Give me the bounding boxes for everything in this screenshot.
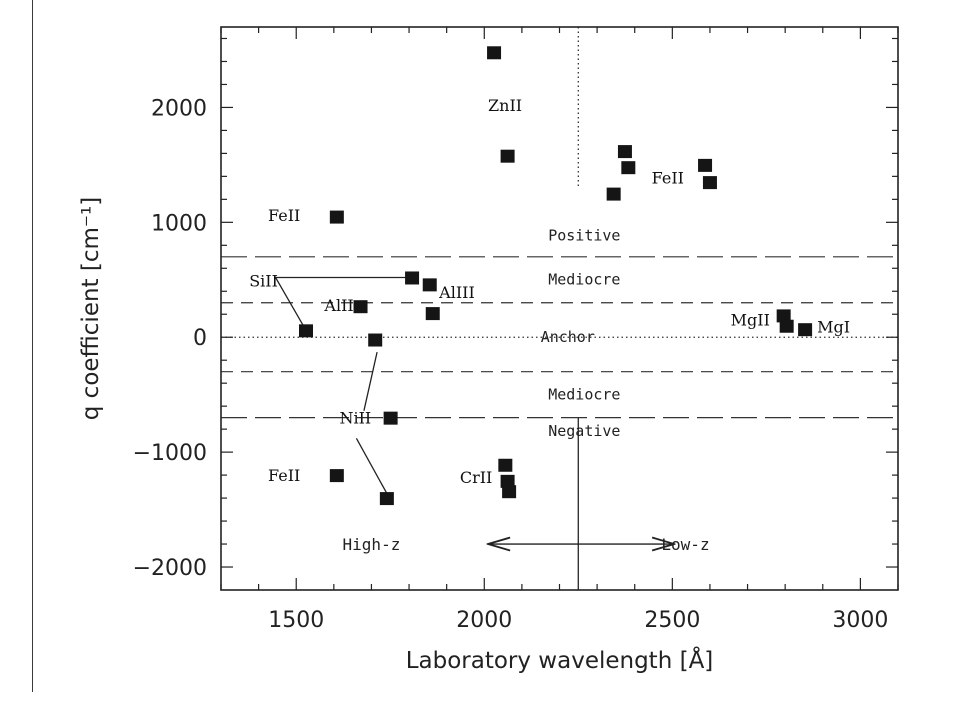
data-points	[299, 46, 813, 506]
connector-line	[274, 277, 307, 331]
data-point	[383, 411, 398, 425]
y-axis-title: q coefficient [cm⁻¹]	[78, 197, 104, 420]
data-point	[299, 324, 314, 338]
data-point	[379, 492, 394, 506]
high-z-label: High-z	[343, 535, 401, 554]
data-point	[329, 210, 344, 224]
ion-label: FeII	[268, 466, 300, 485]
x-tick-label: 2000	[456, 608, 512, 633]
connector-line	[355, 438, 388, 494]
data-point	[368, 333, 383, 347]
chart-labels: 1500 2000 2500 3000 2000 1000 0 −1000 −2000 Labor…	[78, 96, 888, 674]
region-label: Anchor	[541, 328, 595, 346]
data-point	[487, 46, 502, 60]
data-point	[329, 469, 344, 483]
ion-label: FeII	[268, 206, 300, 225]
ion-label: ZnII	[488, 96, 522, 115]
data-point	[621, 161, 636, 175]
scan-border-line	[32, 0, 33, 692]
region-label: Negative	[548, 422, 620, 440]
data-point	[776, 309, 791, 323]
data-point	[500, 474, 515, 488]
connector-lines	[274, 276, 413, 494]
ion-label: AlII	[323, 296, 353, 315]
data-point	[698, 158, 713, 172]
y-tick-label: 2000	[151, 96, 207, 121]
y-tick-label: −2000	[133, 556, 207, 581]
plot-frame	[220, 26, 899, 591]
ion-label: MgI	[817, 318, 850, 337]
ion-label: AlIII	[438, 283, 475, 302]
ion-label: NiII	[339, 408, 371, 427]
ion-label: MgII	[731, 311, 770, 330]
data-point	[500, 149, 515, 163]
data-point	[425, 307, 440, 321]
region-label: Mediocre	[548, 270, 620, 288]
data-point	[502, 485, 517, 499]
x-tick-label: 2500	[644, 608, 700, 633]
connector-line	[363, 352, 378, 411]
y-tick-label: 1000	[151, 211, 207, 236]
data-point	[798, 323, 813, 337]
x-tick-label: 3000	[832, 608, 888, 633]
ion-label: FeII	[652, 168, 684, 187]
y-tick-label: 0	[193, 326, 207, 351]
x-axis-title: Laboratory wavelength [Å]	[406, 646, 714, 674]
data-point	[617, 145, 632, 159]
data-point	[606, 187, 621, 201]
data-point	[353, 300, 368, 314]
ion-label: SiII	[249, 272, 278, 291]
data-point	[498, 458, 513, 472]
reference-lines	[221, 256, 898, 419]
data-point	[779, 319, 794, 333]
ion-label: CrII	[460, 468, 493, 487]
data-point	[422, 278, 437, 292]
y-tick-label: −1000	[133, 441, 207, 466]
data-point	[702, 176, 717, 190]
axis-ticks	[220, 27, 899, 590]
data-point	[405, 271, 420, 285]
plot-frame-border	[220, 26, 899, 591]
region-label: Positive	[548, 227, 620, 245]
region-label: Mediocre	[548, 385, 620, 403]
x-tick-label: 1500	[268, 608, 324, 633]
